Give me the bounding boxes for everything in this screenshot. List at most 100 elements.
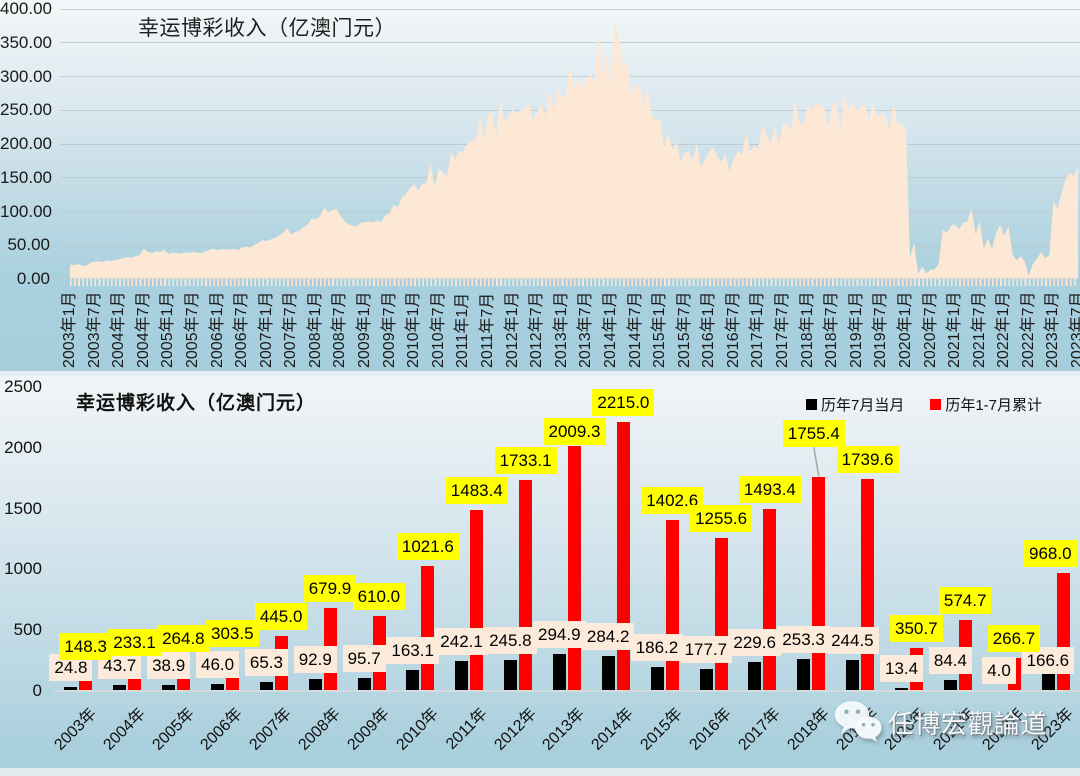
top-x-tick-label: 2011年1月 <box>454 292 472 368</box>
bar-july <box>846 660 860 690</box>
data-label-cumulative: 1733.1 <box>494 446 557 474</box>
data-label-july: 253.3 <box>777 626 830 654</box>
top-x-tick-label: 2022年1月 <box>995 291 1013 369</box>
top-x-tick-label: 2018年7月 <box>823 291 841 369</box>
data-label-cumulative: 1402.6 <box>641 486 704 514</box>
top-x-tick-label: 2010年1月 <box>405 291 423 369</box>
top-x-tick-label: 2020年7月 <box>921 291 939 369</box>
top-x-tick-label: 2017年7月 <box>774 291 791 369</box>
top-x-tick-label: 2003年7月 <box>85 291 103 369</box>
bar-cumulative <box>714 537 728 690</box>
bar-july <box>406 670 420 690</box>
bar-july <box>553 654 566 690</box>
yearly-bar-chart-panel <box>0 376 1080 768</box>
data-label-cumulative: 233.1 <box>108 628 161 656</box>
top-y-tick-label: 300.00 <box>0 66 52 86</box>
area-series <box>70 21 1079 279</box>
bar-cumulative <box>568 446 581 690</box>
top-y-tick-label: 400.00 <box>0 0 52 18</box>
top-x-tick-label: 2014年7月 <box>626 291 644 369</box>
top-x-tick-label: 2004年1月 <box>110 291 128 369</box>
top-gridline <box>60 8 1080 10</box>
bottom-y-tick-label: 1500 <box>4 498 42 518</box>
bar-july <box>748 662 762 690</box>
data-label-july: 186.2 <box>630 634 684 662</box>
top-x-tick-label: 2007年1月 <box>257 291 275 369</box>
top-y-tick-label: 200.00 <box>0 134 52 153</box>
data-label-cumulative: 1755.4 <box>782 420 845 448</box>
monthly-area-chart-panel: 0.00 50.00 100.00 150.00 200.00 250.00 300.00 3… <box>0 0 1080 371</box>
data-label-july: 242.1 <box>435 627 488 655</box>
data-label-cumulative: 264.8 <box>157 624 210 652</box>
area-series-shape <box>70 21 1079 279</box>
data-label-cumulative: 2009.3 <box>543 418 606 446</box>
top-x-tick-label: 2017年1月 <box>749 291 767 369</box>
data-label-july: 65.3 <box>244 649 288 677</box>
top-x-tick-label: 2010年7月 <box>429 291 447 369</box>
bottom-chart-title: 幸运博彩收入（亿澳门元） <box>76 393 317 414</box>
top-x-tick-label: 2003年1月 <box>61 291 78 369</box>
bar-cumulative <box>470 510 484 690</box>
bar-cumulative <box>861 479 875 690</box>
legend-item-july: 历年7月当月 <box>806 394 904 415</box>
data-label-july: 244.5 <box>826 627 879 655</box>
bar-july <box>504 660 518 690</box>
top-x-tick-label: 2023年1月 <box>1044 291 1062 369</box>
top-x-tick-label: 2015年1月 <box>651 291 669 369</box>
data-label-july: 163.1 <box>386 637 439 665</box>
data-label-cumulative: 679.9 <box>303 574 357 602</box>
top-x-tick-label: 2018年1月 <box>798 291 816 369</box>
bottom-y-tick-label: 0 <box>32 680 42 700</box>
top-x-tick-label: 2005年7月 <box>183 291 201 369</box>
top-x-tick-label: 2021年1月 <box>946 291 964 369</box>
top-x-tick-label: 2023年7月 <box>1069 291 1080 369</box>
top-y-tick-label: 100.00 <box>0 201 52 221</box>
legend-swatch-black <box>806 399 817 410</box>
top-x-tick-label: 2012年1月 <box>503 291 521 369</box>
data-label-cumulative: 266.7 <box>987 624 1041 652</box>
bar-july <box>455 660 469 690</box>
top-x-tick-label: 2014年1月 <box>601 291 619 369</box>
top-chart-title: 幸运博彩收入（亿澳门元） <box>138 16 396 40</box>
bar-july <box>211 684 224 690</box>
top-x-tick-label: 2016年7月 <box>724 291 742 369</box>
data-label-july: 4.0 <box>982 656 1016 684</box>
data-label-cumulative: 303.5 <box>206 620 259 648</box>
top-gridline <box>60 42 1080 44</box>
bar-july <box>162 685 176 690</box>
data-label-july: 38.9 <box>147 652 191 680</box>
data-label-cumulative: 1255.6 <box>690 504 753 532</box>
bottom-y-tick-label: 2000 <box>4 438 42 457</box>
bar-july <box>797 659 811 690</box>
top-y-tick-label: 0.00 <box>16 269 50 288</box>
x-axis-minor-ticks <box>70 279 1078 286</box>
legend-item-cumulative: 历年1-7月累计 <box>930 394 1042 415</box>
top-x-tick-label: 2015年7月 <box>675 291 693 369</box>
data-label-july: 95.7 <box>342 645 386 673</box>
top-y-tick-label: 50.00 <box>7 235 50 255</box>
top-x-tick-label: 2013年1月 <box>552 291 570 369</box>
legend-label-july: 历年7月当月 <box>821 397 905 414</box>
bottom-y-tick-label: 500 <box>13 619 42 639</box>
top-x-tick-label: 2013年7月 <box>577 291 595 369</box>
top-x-tick-label: 2006年1月 <box>208 291 226 369</box>
bar-july <box>992 689 1006 690</box>
bar-july <box>113 684 127 690</box>
data-label-july: 92.9 <box>293 645 337 673</box>
bar-cumulative <box>421 566 435 690</box>
data-label-cumulative: 968.0 <box>1024 539 1077 567</box>
data-label-july: 46.0 <box>196 651 240 679</box>
top-x-tick-label: 2011年7月 <box>479 292 496 368</box>
bottom-y-tick-label: 2500 <box>4 377 42 397</box>
top-y-tick-label: 350.00 <box>0 32 52 52</box>
data-label-july: 229.6 <box>728 629 781 657</box>
top-x-tick-label: 2008年1月 <box>306 291 324 369</box>
top-x-tick-label: 2012年7月 <box>528 291 546 369</box>
legend-swatch-red <box>930 399 942 410</box>
bar-july <box>895 688 908 690</box>
bar-july <box>943 679 957 690</box>
data-label-july: 84.4 <box>928 646 972 674</box>
data-label-cumulative: 1493.4 <box>738 475 801 503</box>
legend-label-cumulative: 历年1-7月累计 <box>945 397 1043 414</box>
